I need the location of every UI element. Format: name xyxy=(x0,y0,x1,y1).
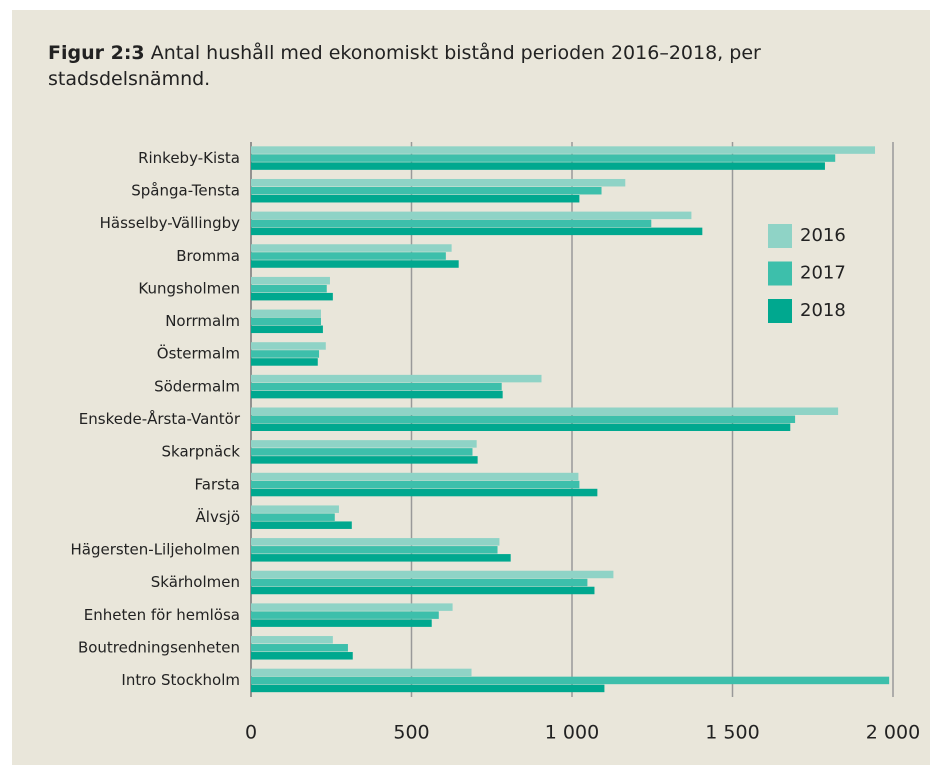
y-tick-label: Älvsjö xyxy=(196,507,240,526)
bar xyxy=(251,423,791,431)
bar xyxy=(251,554,511,562)
bar xyxy=(251,684,605,693)
y-tick-label: Norrmalm xyxy=(165,312,240,330)
bar xyxy=(251,538,500,546)
bar xyxy=(251,342,326,350)
bar xyxy=(251,505,339,513)
legend-swatch xyxy=(768,261,792,286)
y-tick-label: Kungsholmen xyxy=(138,279,240,297)
bar xyxy=(251,513,335,521)
bar xyxy=(251,309,321,318)
y-tick-label: Östermalm xyxy=(157,344,240,363)
bar xyxy=(251,382,502,391)
chart-title: Figur 2:3 Antal hushåll med ekonomiskt b… xyxy=(48,40,828,92)
bar xyxy=(251,668,472,677)
legend-label: 2018 xyxy=(800,300,846,321)
bar xyxy=(251,317,321,326)
y-tick-label: Intro Stockholm xyxy=(121,671,240,689)
bar xyxy=(251,440,477,448)
bar xyxy=(251,276,330,285)
x-tick-label: 0 xyxy=(245,722,257,744)
x-tick-label: 500 xyxy=(393,722,429,744)
bar xyxy=(251,603,453,611)
bar xyxy=(251,244,452,252)
y-tick-label: Hässelby-Vällingby xyxy=(100,214,241,232)
bar xyxy=(251,292,333,301)
bar xyxy=(251,480,580,489)
y-tick-label: Rinkeby-Kista xyxy=(138,149,240,167)
bar xyxy=(251,611,439,619)
legend-swatch xyxy=(768,299,792,323)
y-tick-label: Bromma xyxy=(176,247,240,265)
bar xyxy=(251,350,320,358)
title-text: Antal hushåll med ekonomiskt bistånd per… xyxy=(48,42,761,90)
bar xyxy=(251,578,588,587)
bar xyxy=(251,644,348,652)
bar xyxy=(251,146,876,154)
bar xyxy=(251,390,503,399)
legend-label: 2017 xyxy=(800,263,846,284)
x-tick-label: 1 000 xyxy=(545,722,599,744)
y-tick-label: Farsta xyxy=(195,475,241,493)
bar xyxy=(251,374,542,383)
bar xyxy=(251,676,890,685)
bar xyxy=(251,570,614,579)
bar xyxy=(251,488,598,497)
figure-label: Figur 2:3 xyxy=(48,42,145,64)
bar xyxy=(251,154,836,162)
bar xyxy=(251,448,473,456)
bar xyxy=(251,521,352,529)
bar xyxy=(251,636,333,644)
bar xyxy=(251,619,432,627)
legend-label: 2016 xyxy=(800,225,846,246)
bar xyxy=(251,227,703,236)
y-tick-label: Hägersten-Liljeholmen xyxy=(70,541,240,559)
y-tick-label: Skarpnäck xyxy=(162,443,241,461)
y-tick-label: Södermalm xyxy=(154,377,240,395)
bar xyxy=(251,219,652,228)
y-tick-label: Enskede-Årsta-Vantör xyxy=(79,409,241,428)
bar xyxy=(251,652,353,660)
y-tick-label: Skärholmen xyxy=(151,573,240,591)
y-tick-label: Spånga-Tensta xyxy=(131,181,240,199)
bar xyxy=(251,415,796,423)
bar xyxy=(251,325,323,334)
bar xyxy=(251,284,327,293)
bar xyxy=(251,546,498,554)
bar xyxy=(251,456,478,464)
bar xyxy=(251,252,446,260)
bar xyxy=(251,162,825,170)
bar xyxy=(251,194,580,203)
y-tick-label: Enheten för hemlösa xyxy=(84,606,240,624)
x-tick-label: 2 000 xyxy=(866,722,920,744)
bar xyxy=(251,358,318,366)
bar xyxy=(251,211,692,220)
bar xyxy=(251,472,579,481)
y-tick-label: Boutredningsenheten xyxy=(78,639,240,657)
x-tick-label: 1 500 xyxy=(705,722,759,744)
bar xyxy=(251,260,459,268)
bar xyxy=(251,407,839,415)
bar xyxy=(251,186,602,195)
bar xyxy=(251,586,595,595)
legend-swatch xyxy=(768,224,792,248)
bar xyxy=(251,178,626,187)
